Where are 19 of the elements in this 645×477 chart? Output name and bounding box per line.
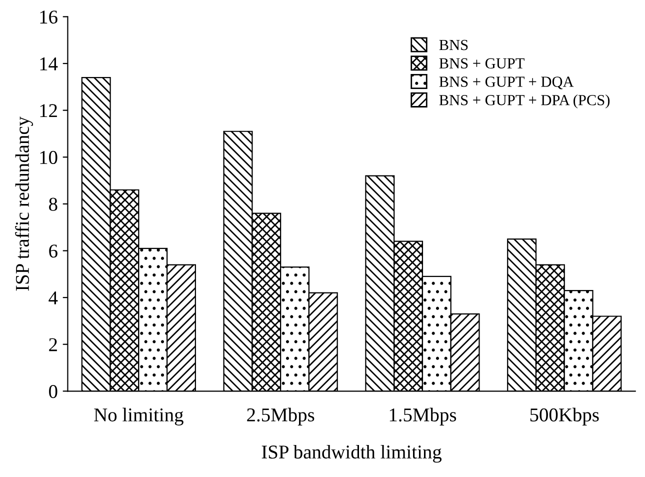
y-tick-label: 10 <box>40 150 58 164</box>
x-tick-label: 2.5Mbps <box>247 408 314 426</box>
x-axis-title: ISP bandwidth limiting <box>262 444 442 463</box>
y-tick-label: 8 <box>49 198 58 211</box>
legend-label: BNS <box>439 40 468 50</box>
y-tick-label: 14 <box>40 57 58 70</box>
y-tick-label: 6 <box>49 244 58 258</box>
legend-label: BNS + GUPT <box>439 58 524 69</box>
y-tick-label: 16 <box>40 10 58 24</box>
y-tick-label: 2 <box>49 338 57 352</box>
legend-label: BNS + GUPT + DQA <box>439 76 574 90</box>
y-axis-title: ISP traffic redundancy <box>15 116 34 291</box>
x-tick-label: No limiting <box>94 408 184 426</box>
y-tick-label: 4 <box>48 291 58 304</box>
legend-label: BNS + GUPT + DPA (PCS) <box>439 94 610 108</box>
x-tick-label: 1.5Mbps <box>390 408 456 426</box>
y-tick-label: 0 <box>49 384 58 398</box>
x-tick-label: 500Kbps <box>530 408 599 426</box>
y-tick-label: 12 <box>40 104 57 118</box>
